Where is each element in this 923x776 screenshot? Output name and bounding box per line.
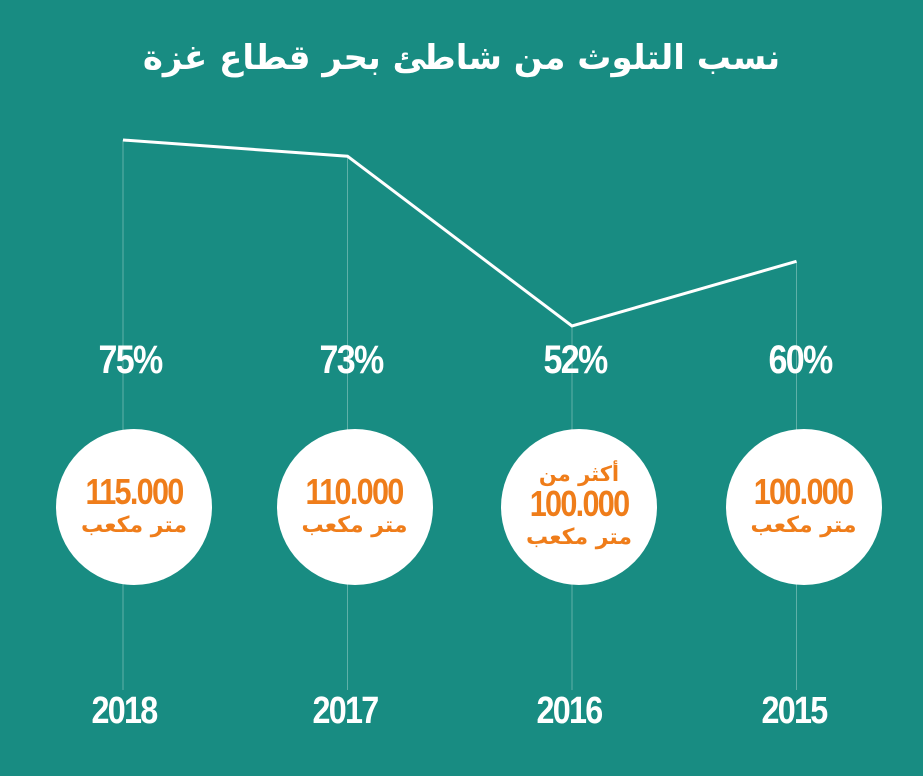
volume-value: 115.000 (85, 471, 184, 512)
volume-circle-2018: 115.000 متر مكعب (56, 429, 212, 585)
volume-unit: متر مكعب (301, 513, 408, 538)
volume-value: 110.000 (305, 471, 405, 512)
value-label-2017: 73% (319, 338, 384, 382)
volume-unit: متر مكعب (750, 513, 857, 538)
year-label-2015: 2015 (760, 690, 828, 732)
guide-lines (122, 140, 797, 690)
volume-unit: متر مكعب (525, 525, 633, 550)
volume-value: 100.000 (529, 483, 630, 524)
series-line (122, 138, 797, 328)
value-label-2016: 52% (543, 338, 609, 382)
year-label-2017: 2017 (311, 690, 379, 732)
chart-title: نسب التلوث من شاطئ بحر قطاع غزة (142, 38, 781, 78)
volume-circle-2016: أكثر من 100.000 متر مكعب (501, 429, 657, 585)
volume-unit: متر مكعب (80, 513, 188, 538)
value-label-2018: 75% (98, 338, 164, 382)
year-label-2016: 2016 (536, 690, 603, 732)
year-label-2018: 2018 (91, 690, 158, 732)
volume-prefix: أكثر من (538, 462, 620, 486)
volume-circle-2017: 110.000 متر مكعب (276, 429, 433, 585)
volume-circle-2015: 100.000 متر مكعب (725, 429, 882, 585)
volume-value: 100.000 (754, 471, 854, 512)
value-label-2015: 60% (768, 338, 833, 382)
